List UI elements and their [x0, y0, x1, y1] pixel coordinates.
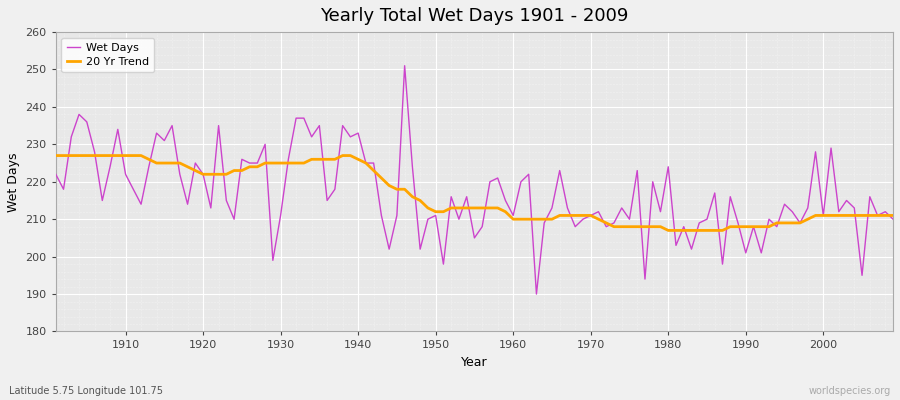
20 Yr Trend: [601, 220, 612, 225]
Wet Days: [616, 206, 627, 210]
Wet Days: [516, 179, 526, 184]
Wet Days: [400, 63, 410, 68]
20 Yr Trend: [112, 153, 123, 158]
Legend: Wet Days, 20 Yr Trend: Wet Days, 20 Yr Trend: [61, 38, 155, 72]
Wet Days: [329, 187, 340, 192]
Wet Days: [887, 217, 898, 222]
Line: Wet Days: Wet Days: [56, 66, 893, 294]
X-axis label: Year: Year: [461, 356, 488, 369]
Wet Days: [50, 172, 61, 177]
Wet Days: [112, 127, 123, 132]
20 Yr Trend: [662, 228, 673, 233]
Wet Days: [531, 292, 542, 296]
Wet Days: [508, 213, 518, 218]
20 Yr Trend: [500, 209, 511, 214]
20 Yr Trend: [887, 213, 898, 218]
20 Yr Trend: [50, 153, 61, 158]
Line: 20 Yr Trend: 20 Yr Trend: [56, 156, 893, 230]
Y-axis label: Wet Days: Wet Days: [7, 152, 20, 212]
20 Yr Trend: [329, 157, 340, 162]
Text: worldspecies.org: worldspecies.org: [809, 386, 891, 396]
Wet Days: [283, 157, 293, 162]
20 Yr Trend: [508, 217, 518, 222]
20 Yr Trend: [283, 161, 293, 166]
Title: Yearly Total Wet Days 1901 - 2009: Yearly Total Wet Days 1901 - 2009: [320, 7, 628, 25]
Text: Latitude 5.75 Longitude 101.75: Latitude 5.75 Longitude 101.75: [9, 386, 163, 396]
